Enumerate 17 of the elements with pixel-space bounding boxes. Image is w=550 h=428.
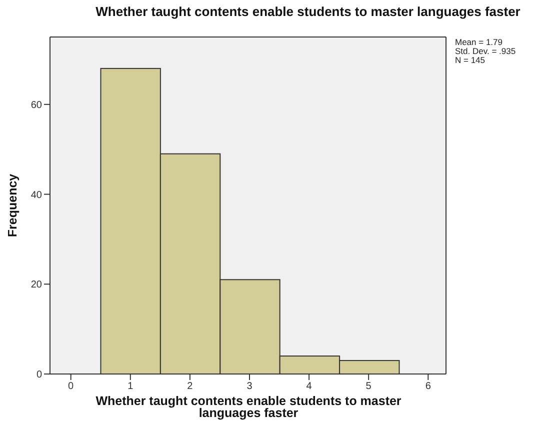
chart-title: Whether taught contents enable students to master languages faster — [94, 4, 522, 19]
y-tick-label: 40 — [30, 190, 42, 201]
text: Std. Dev. = .935 — [455, 46, 516, 56]
text: Mean = 1.79 — [455, 37, 504, 47]
x-tick-label: 4 — [306, 381, 312, 392]
x-tick-label: 3 — [246, 381, 253, 392]
y-tick-label: 60 — [30, 100, 42, 111]
x-tick-label: 5 — [366, 381, 372, 392]
x-axis-title: Whether taught contents enable students to master languages faster — [96, 394, 402, 420]
y-axis-title: Frequency — [5, 174, 20, 238]
x-tick-label: 2 — [187, 381, 194, 392]
y-tick-label: 0 — [36, 370, 42, 381]
x-tick-label: 6 — [425, 381, 432, 392]
text: N = 145 — [455, 55, 486, 65]
x-tick-label: 0 — [68, 381, 74, 392]
x-tick-label: 1 — [128, 381, 134, 392]
y-tick-label: 20 — [30, 280, 42, 291]
